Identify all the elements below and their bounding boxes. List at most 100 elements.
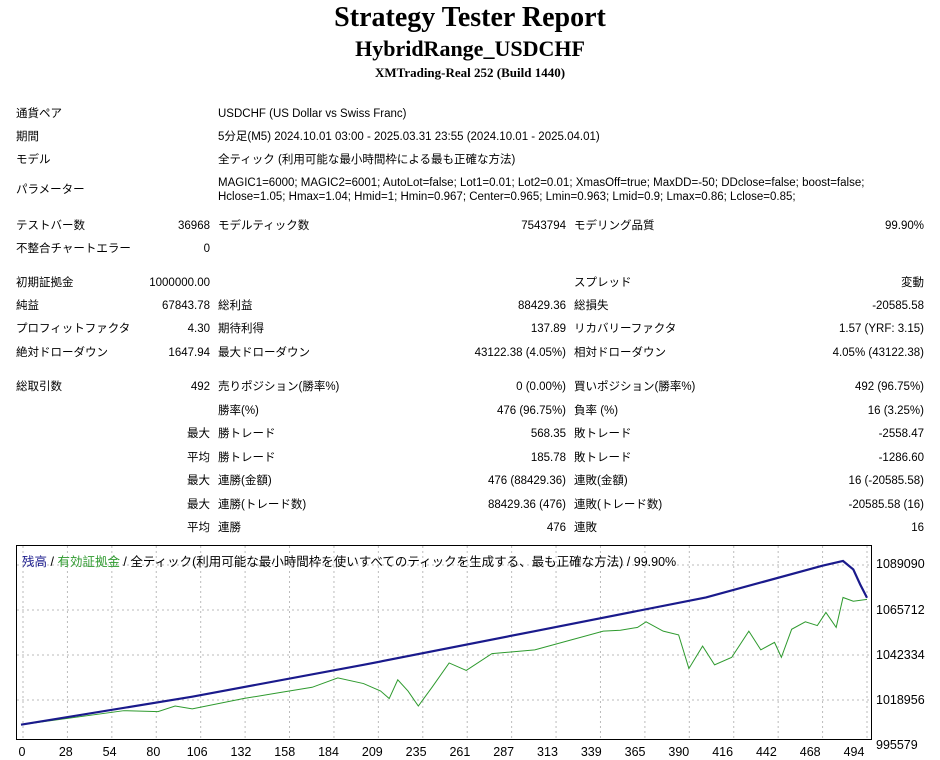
server-build: XMTrading-Real 252 (Build 1440) [374,65,566,80]
trades-row-4-l3: 連敗(金額) [574,475,628,487]
stats-row-3-v1: 1647.94 [168,347,210,359]
x-tick-label: 209 [361,745,383,759]
x-tick-label: 106 [186,745,208,759]
x-tick-label: 287 [493,745,515,759]
stats-row-1-l3: 総損失 [574,300,609,312]
period-value: 5分足(M5) 2024.10.01 03:00 - 2025.03.31 23… [218,131,600,143]
rows-row-0-l2: モデルティック数 [218,220,310,232]
legend-equity: 有効証拠金 [57,555,120,569]
trades-row-0-v1: 492 [190,381,210,393]
rows-row-0-l1: テストバー数 [16,220,85,232]
stats-row-3-l3: 相対ドローダウン [574,347,666,359]
stats-row-1-v2: 88429.36 [518,300,566,312]
trades-row-5-v2: 88429.36 (476) [487,499,566,511]
stats-row-1-l1: 純益 [16,300,39,312]
stats-row-3-l2: 最大ドローダウン [218,347,310,359]
stats-row-1-v3: -20585.58 [872,300,924,312]
x-tick-label: 184 [318,745,339,759]
rows-row-0-v2: 7543794 [521,220,566,232]
rows-row-0-v3: 99.90% [884,220,924,232]
x-tick-label: 313 [537,745,558,759]
chart-legend: 残高 / 有効証拠金 / 全ティック(利用可能な最小時間枠を使いすべてのティック… [22,551,676,570]
parameters-label: パラメーター [16,184,85,196]
x-tick-label: 80 [146,745,161,759]
legend-separator: / [47,555,58,569]
x-tick-label: 0 [18,745,26,759]
trades-row-6-v3: 16 [911,522,924,534]
stats-row-2-l3: リカバリーファクタ [574,323,677,335]
stats-row-2-l2: 期待利得 [218,323,264,335]
trades-row-2-v2: 568.35 [530,428,566,440]
trades-row-5-v1: 最大 [187,499,210,511]
x-tick-label: 339 [580,745,602,759]
x-tick-label: 54 [102,745,117,759]
stats-row-2-l1: プロフィットファクタ [16,323,131,335]
balance-chart [16,545,872,740]
trades-row-5-v3: -20585.58 (16) [848,499,924,511]
trades-row-1-l2: 勝率(%) [218,405,259,417]
stats-row-3-v2: 43122.38 (4.05%) [474,347,566,359]
trades-row-1-v3: 16 (3.25%) [867,405,924,417]
trades-row-3-l2: 勝トレード [218,452,276,464]
rows-row-0-v1: 36968 [178,220,210,232]
x-tick-label: 235 [405,745,427,759]
x-tick-label: 416 [712,745,734,759]
model-value: 全ティック (利用可能な最小時間枠による最も正確な方法) [218,154,516,166]
x-tick-label: 158 [274,745,296,759]
trades-row-4-v1: 最大 [187,475,210,487]
trades-row-6-v2: 476 [546,522,566,534]
stats-row-0-v1: 1000000.00 [149,277,210,289]
rows-row-1-v1: 0 [203,243,210,255]
legend-balance: 残高 [22,555,48,569]
stats-row-2-v2: 137.89 [530,323,566,335]
parameters-line-1: MAGIC1=6000; MAGIC2=6001; AutoLot=false;… [218,177,865,189]
trades-row-0-v3: 492 (96.75%) [854,381,924,393]
trades-row-0-l3: 買いポジション(勝率%) [574,381,696,393]
trades-row-6-l3: 連敗 [574,522,597,534]
trades-row-2-v3: -2558.47 [878,428,924,440]
y-tick-label: 1089090 [876,557,925,571]
trades-row-2-v1: 最大 [187,428,210,440]
trades-row-1-l3: 負率 (%) [574,405,619,417]
x-tick-label: 261 [449,745,471,759]
parameters-line-2: Hclose=1.05; Hmax=1.04; Hmid=1; Hmin=0.9… [218,191,796,203]
trades-row-4-l2: 連勝(金額) [218,475,272,487]
trades-row-1-v2: 476 (96.75%) [496,405,566,417]
x-tick-label: 28 [58,745,73,759]
stats-row-0-l3: スプレッド [574,277,632,289]
trades-row-6-l2: 連勝 [218,522,241,534]
trades-row-2-l3: 敗トレード [574,428,632,440]
trades-row-0-l2: 売りポジション(勝率%) [218,381,340,393]
equity-line [20,596,868,726]
trades-row-5-l3: 連敗(トレード数) [574,499,663,511]
y-tick-label: 1018956 [876,693,925,707]
stats-row-1-v1: 67843.78 [162,300,210,312]
stats-row-2-v3: 1.57 (YRF: 3.15) [838,323,924,335]
x-tick-label: 390 [668,745,690,759]
stats-row-3-v3: 4.05% (43122.38) [832,347,924,359]
stats-row-3-l1: 絶対ドローダウン [16,347,108,359]
report-title: Strategy Tester Report [334,2,606,33]
symbol-value: USDCHF (US Dollar vs Swiss Franc) [218,108,407,120]
period-label: 期間 [16,131,39,143]
trades-row-0-l1: 総取引数 [16,381,62,393]
y-tick-label: 1042334 [876,648,925,662]
x-tick-label: 468 [799,745,821,759]
trades-row-3-v1: 平均 [187,452,210,464]
x-tick-label: 365 [624,745,646,759]
trades-row-3-v3: -1286.60 [878,452,924,464]
trades-row-2-l2: 勝トレード [218,428,276,440]
trades-row-4-v3: 16 (-20585.58) [848,475,924,487]
y-tick-label: 1065712 [876,603,925,617]
trades-row-5-l2: 連勝(トレード数) [218,499,307,511]
stats-row-0-v3: 変動 [901,277,924,289]
rows-row-1-l1: 不整合チャートエラー [16,243,131,255]
stats-row-2-v1: 4.30 [187,323,210,335]
trades-row-3-l3: 敗トレード [574,452,632,464]
x-tick-label: 442 [755,745,777,759]
trades-row-4-v2: 476 (88429.36) [487,475,566,487]
trades-row-0-v2: 0 (0.00%) [516,381,566,393]
rows-row-0-l3: モデリング品質 [574,220,655,232]
legend-description: / 全ティック(利用可能な最小時間枠を使いすべてのティックを生成する、最も正確な… [119,555,677,569]
stats-row-0-l1: 初期証拠金 [16,277,74,289]
